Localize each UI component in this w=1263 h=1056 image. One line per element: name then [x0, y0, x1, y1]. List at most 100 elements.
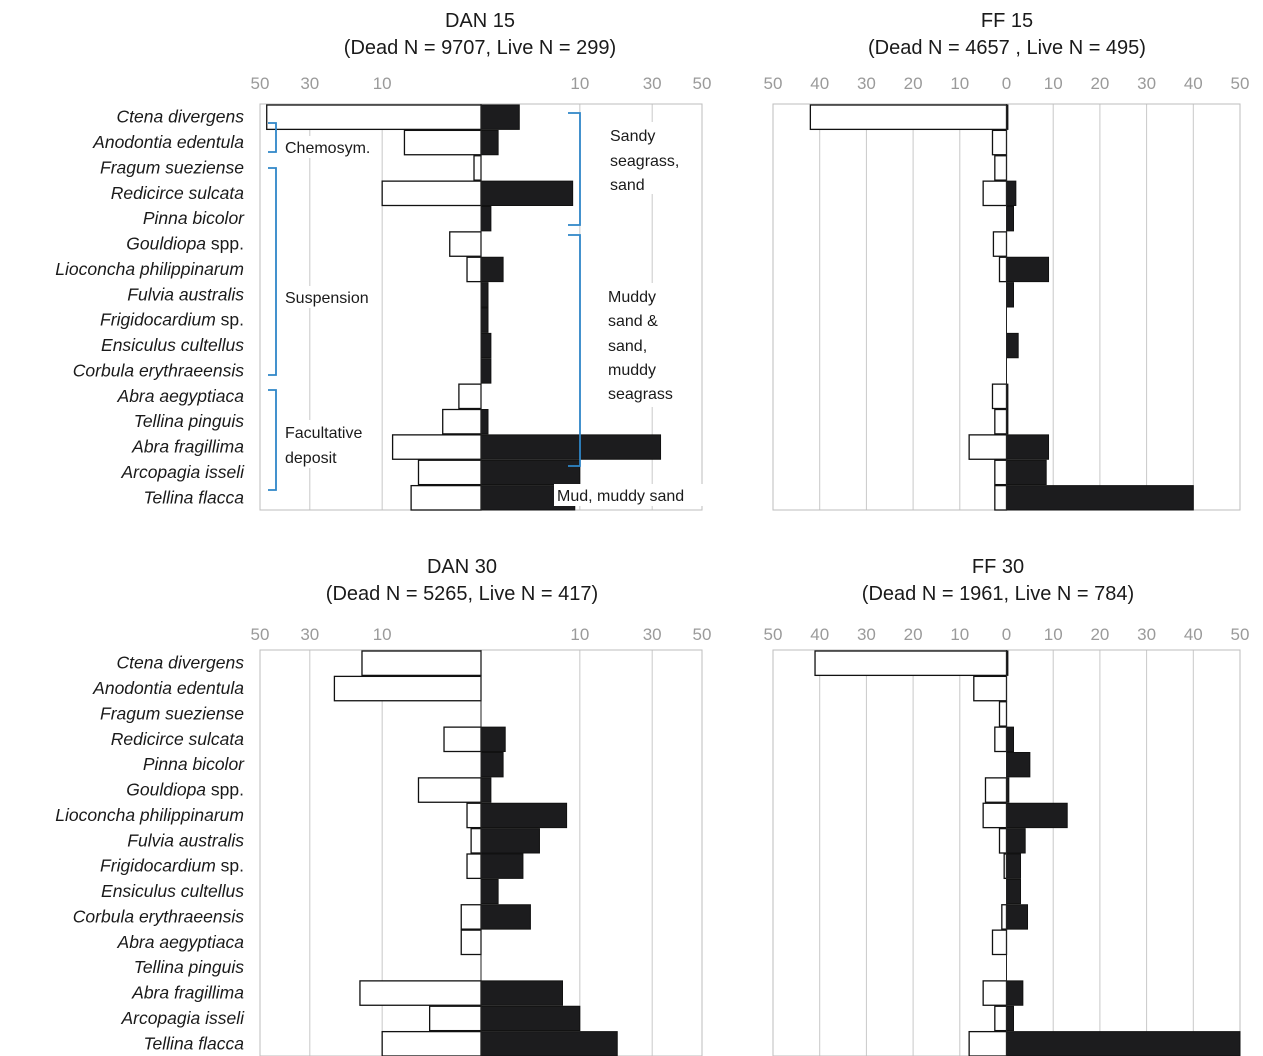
- tick-label: 30: [857, 625, 876, 644]
- bar-live: [480, 828, 540, 854]
- species-label: Ctena divergens: [117, 653, 245, 673]
- bar-live: [1006, 1005, 1015, 1032]
- tick-label: 20: [1090, 625, 1109, 644]
- bar-dead: [361, 650, 482, 677]
- tick-label: 50: [251, 74, 270, 93]
- species-label: Redicirce sulcata: [111, 729, 245, 749]
- bar-dead: [391, 434, 482, 460]
- bar-live: [480, 726, 506, 752]
- bracket-facultative: [268, 389, 277, 491]
- panel-title: DAN 15: [445, 10, 515, 32]
- bar-dead: [994, 484, 1008, 511]
- bar-dead: [417, 777, 482, 803]
- tick-label: 30: [1137, 625, 1156, 644]
- panel-ff15: FF 15 (Dead N = 4657 , Live N = 495) 50 4…: [764, 10, 1250, 511]
- species-label: Arcopagia isseli: [120, 462, 245, 482]
- tick-label: 50: [1231, 74, 1250, 93]
- habitat-label: Mud, muddy sand: [557, 488, 684, 505]
- species-label: Lioconcha philippinarum: [55, 259, 244, 279]
- plot-area: 50 30 10 10 30 50: [251, 625, 711, 1056]
- bar-live: [480, 878, 499, 905]
- bar-dead: [466, 853, 482, 880]
- bar-live: [480, 459, 581, 486]
- species-label: Ensiculus cultellus: [101, 335, 244, 355]
- bar-dead: [381, 1030, 482, 1056]
- bar-live: [1006, 980, 1024, 1006]
- species-label: Tellina pinguis: [134, 957, 245, 977]
- species-label: Ctena divergens: [117, 107, 245, 127]
- species-label: Fulvia australis: [127, 830, 244, 850]
- tick-label: 0: [1002, 625, 1011, 644]
- species-label: Arcopagia isseli: [120, 1008, 245, 1028]
- guild-label: Chemosym.: [285, 140, 370, 157]
- bar-live: [1006, 726, 1015, 752]
- bar-live: [1006, 802, 1068, 829]
- species-label: Fulvia australis: [127, 284, 244, 304]
- panel-subtitle: (Dead N = 5265, Live N = 417): [326, 583, 598, 605]
- tick-label: 40: [810, 74, 829, 93]
- bar-dead: [428, 1005, 482, 1032]
- bar-live: [480, 104, 520, 130]
- bar-dead: [994, 408, 1008, 435]
- bar-dead: [460, 904, 482, 930]
- species-label: Abra fragillima: [131, 437, 244, 457]
- tick-label: 0: [1002, 74, 1011, 93]
- bar-live: [1006, 485, 1194, 511]
- bar-live: [480, 256, 504, 283]
- bar-dead: [470, 827, 482, 854]
- panel-subtitle: (Dead N = 9707, Live N = 299): [344, 37, 616, 59]
- bar-dead: [998, 827, 1008, 854]
- bar-dead: [333, 675, 482, 702]
- species-label: Frigidocardium sp.: [100, 310, 244, 330]
- habitat-label: Muddy: [608, 289, 656, 306]
- species-label: Abra aegyptiaca: [117, 386, 245, 406]
- bar-dead: [381, 180, 482, 207]
- bar-live: [1006, 828, 1026, 854]
- bar-dead: [466, 802, 482, 829]
- species-label: Redicirce sulcata: [111, 183, 245, 203]
- tick-label: 10: [373, 74, 392, 93]
- tick-label: 10: [1044, 625, 1063, 644]
- panel-subtitle: (Dead N = 1961, Live N = 784): [862, 583, 1134, 605]
- bar-dead: [982, 180, 1008, 207]
- bar-live: [1006, 459, 1047, 486]
- bar-live: [480, 307, 489, 333]
- bar-live: [480, 409, 489, 435]
- bar-live: [480, 180, 574, 206]
- species-label: Abra aegyptiaca: [117, 932, 245, 952]
- bar-live: [1006, 256, 1050, 283]
- tick-label: 40: [810, 625, 829, 644]
- bar-live: [1006, 752, 1031, 778]
- species-label: Fragum sueziense: [100, 703, 244, 723]
- bar-dead: [458, 383, 482, 410]
- plot-area: 50 30 10 10 30 50: [251, 74, 712, 511]
- tick-label: 30: [643, 625, 662, 644]
- tick-label: 10: [373, 625, 392, 644]
- tick-label: 50: [693, 74, 712, 93]
- species-label: Anodontia edentula: [92, 678, 244, 698]
- bar-dead: [994, 459, 1008, 486]
- species-label: Tellina flacca: [143, 487, 244, 507]
- tick-label: 10: [1044, 74, 1063, 93]
- tick-label: 30: [857, 74, 876, 93]
- tick-label: 30: [643, 74, 662, 93]
- bar-live: [1006, 180, 1017, 206]
- bar-dead: [460, 929, 482, 956]
- bar-dead: [998, 256, 1008, 283]
- bar-dead: [968, 434, 1008, 460]
- panel-title: DAN 30: [427, 556, 497, 578]
- bar-live: [480, 332, 492, 359]
- bracket-muddy: [568, 234, 581, 467]
- species-label: Ensiculus cultellus: [101, 881, 244, 901]
- species-label: Fragum sueziense: [100, 157, 244, 177]
- habitat-label: sand,: [608, 338, 647, 355]
- tick-label: 40: [1184, 625, 1203, 644]
- bar-live: [480, 777, 492, 803]
- bar-dead: [994, 1005, 1008, 1032]
- bar-live: [1006, 904, 1029, 930]
- species-label: Tellina pinguis: [134, 411, 245, 431]
- plot-area: 50 40 30 20 10 0 10 20 30 40 50: [764, 625, 1249, 1056]
- guild-annotations: Chemosym. Suspension Facultative deposit: [268, 122, 381, 491]
- tick-label: 10: [570, 625, 589, 644]
- bar-dead: [984, 777, 1008, 803]
